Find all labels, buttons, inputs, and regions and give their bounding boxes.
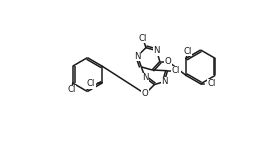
Text: Cl: Cl [87,79,95,88]
Text: Cl: Cl [183,47,192,56]
Text: N: N [134,52,141,61]
Text: O: O [142,89,148,98]
Text: N: N [142,73,148,82]
Text: O: O [165,57,172,66]
Text: Cl: Cl [139,34,147,43]
Text: N: N [153,46,160,55]
Text: N: N [161,77,168,86]
Text: Cl: Cl [208,79,216,88]
Text: Cl: Cl [172,66,180,75]
Text: Cl: Cl [67,85,75,94]
